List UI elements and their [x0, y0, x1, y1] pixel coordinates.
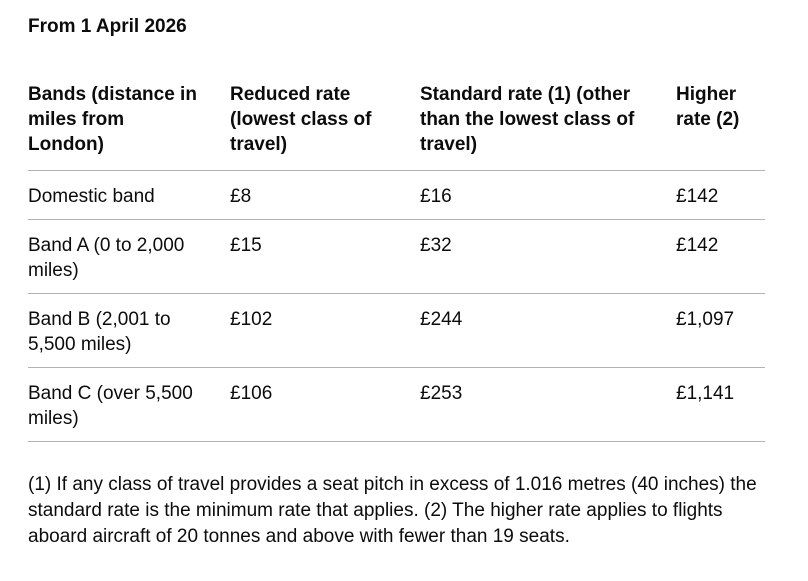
column-header-reduced-rate: Reduced rate (lowest class of travel) [230, 82, 420, 171]
higher-rate-cell: £142 [676, 170, 765, 220]
higher-rate-cell: £142 [676, 219, 765, 294]
effective-date-heading: From 1 April 2026 [28, 16, 187, 37]
table-header: Bands (distance in miles from London) Re… [28, 82, 765, 171]
higher-rate-cell: £1,097 [676, 293, 765, 368]
band-cell: Domestic band [28, 170, 230, 220]
table-body: Domestic band £8 £16 £142 Band A (0 to 2… [28, 170, 765, 442]
table-row-band-c: Band C (over 5,500 miles) £106 £253 £1,1… [28, 367, 765, 442]
higher-rate-cell: £1,141 [676, 367, 765, 442]
reduced-rate-cell: £102 [230, 293, 420, 368]
band-cell: Band C (over 5,500 miles) [28, 367, 230, 442]
header-row: Bands (distance in miles from London) Re… [28, 82, 765, 171]
column-header-standard-rate: Standard rate (1) (other than the lowest… [420, 82, 676, 171]
column-header-higher-rate: Higher rate (2) [676, 82, 765, 171]
table-row-domestic: Domestic band £8 £16 £142 [28, 170, 765, 220]
apd-rates-section: From 1 April 2026 Bands (distance in mil… [28, 0, 765, 550]
standard-rate-cell: £16 [420, 170, 676, 220]
standard-rate-cell: £253 [420, 367, 676, 442]
reduced-rate-cell: £106 [230, 367, 420, 442]
footnote-text: (1) If any class of travel provides a se… [28, 474, 757, 547]
standard-rate-cell: £32 [420, 219, 676, 294]
apd-rates-table: Bands (distance in miles from London) Re… [28, 82, 765, 442]
reduced-rate-cell: £15 [230, 219, 420, 294]
column-header-bands: Bands (distance in miles from London) [28, 82, 230, 171]
standard-rate-cell: £244 [420, 293, 676, 368]
table-row-band-b: Band B (2,001 to 5,500 miles) £102 £244 … [28, 293, 765, 368]
table-row-band-a: Band A (0 to 2,000 miles) £15 £32 £142 [28, 219, 765, 294]
reduced-rate-cell: £8 [230, 170, 420, 220]
band-cell: Band A (0 to 2,000 miles) [28, 219, 230, 294]
band-cell: Band B (2,001 to 5,500 miles) [28, 293, 230, 368]
